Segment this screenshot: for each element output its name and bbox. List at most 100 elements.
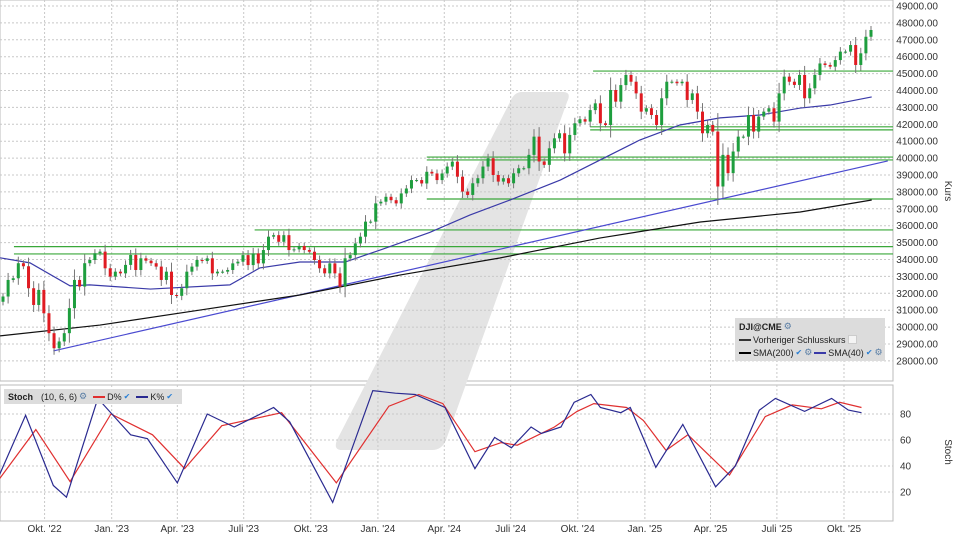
stoch-title: Stoch <box>8 391 34 402</box>
candle-body <box>501 178 505 182</box>
candle-body <box>292 249 296 251</box>
candle-body <box>772 108 776 122</box>
candle-body <box>282 235 286 242</box>
candle-body <box>695 93 699 112</box>
candle <box>772 102 776 128</box>
k-checkbox[interactable]: ✔ <box>166 392 174 401</box>
candle <box>558 129 562 142</box>
candle-body <box>134 254 138 270</box>
x-tick-label: Okt. '24 <box>561 524 596 535</box>
candle-body <box>277 235 281 242</box>
candle <box>267 230 271 257</box>
stoch-settings-icon[interactable]: ⚙ <box>79 391 88 401</box>
candle-body <box>195 260 199 267</box>
candle <box>466 188 470 198</box>
x-tick-label: Jan. '24 <box>361 524 396 535</box>
sma200-line <box>0 199 872 337</box>
candle <box>787 73 791 86</box>
candle-body <box>542 161 546 165</box>
candle <box>282 231 286 246</box>
candle-body <box>312 251 316 261</box>
sma200-checkbox[interactable]: ✔ <box>795 348 803 357</box>
candle-body <box>455 161 459 177</box>
candle-body <box>461 176 465 192</box>
sma40-settings-icon[interactable]: ⚙ <box>874 347 883 357</box>
candle <box>236 259 240 266</box>
candle-body <box>37 289 41 305</box>
sma40-checkbox[interactable]: ✔ <box>865 348 873 357</box>
candle-body <box>430 171 434 174</box>
candle-body <box>522 168 526 170</box>
stoch-params: (10, 6, 6) <box>41 391 78 402</box>
candle <box>445 162 449 178</box>
candle-body <box>762 111 766 117</box>
candle <box>256 248 260 269</box>
candle-body <box>757 116 761 132</box>
candle <box>16 256 20 285</box>
x-tick-label: Okt. '22 <box>27 524 62 535</box>
price-tick-label: 35000.00 <box>896 238 938 249</box>
candle <box>598 95 602 132</box>
candle-body <box>843 51 847 53</box>
candle <box>113 268 117 281</box>
candle <box>736 130 740 158</box>
candle <box>757 109 761 139</box>
candle <box>169 262 173 305</box>
candle <box>139 252 143 276</box>
candle-body <box>838 51 842 61</box>
candle <box>680 79 684 86</box>
candle-body <box>476 178 480 184</box>
candle-body <box>537 136 541 162</box>
dashed-line-swatch-icon <box>739 338 751 341</box>
candle-body <box>267 236 271 251</box>
candle <box>261 244 265 270</box>
candle-body <box>655 115 659 125</box>
candle-body <box>221 271 225 273</box>
sma200-settings-icon[interactable]: ⚙ <box>804 347 813 357</box>
price-tick-label: 42000.00 <box>896 120 938 131</box>
candle-body <box>512 173 516 184</box>
legend-symbol: DJI@CME <box>739 321 782 332</box>
candle <box>578 115 582 127</box>
candle <box>134 248 138 277</box>
candle-body <box>721 154 725 187</box>
candle <box>706 120 710 138</box>
candle <box>384 193 388 206</box>
candle-body <box>190 266 194 272</box>
stoch-axis-title: Stoch <box>942 439 953 465</box>
candle-body <box>609 89 613 125</box>
candle <box>629 70 633 86</box>
candle-body <box>644 108 648 112</box>
candle <box>231 259 235 274</box>
candle <box>869 25 873 41</box>
candle <box>333 258 337 279</box>
candle <box>93 249 97 265</box>
candle-body <box>481 166 485 179</box>
candle-body <box>62 333 66 342</box>
candle-body <box>169 271 173 295</box>
candle <box>752 108 756 139</box>
candle <box>42 280 46 323</box>
candle <box>471 177 475 201</box>
stoch-k-line <box>0 389 862 504</box>
candle <box>813 68 817 95</box>
candle-body <box>353 243 357 256</box>
d-checkbox[interactable]: ✔ <box>123 392 131 401</box>
candle-body <box>440 173 444 181</box>
candle-body <box>445 166 449 174</box>
settings-icon[interactable]: ⚙ <box>783 321 792 331</box>
candle-body <box>639 93 643 112</box>
candle <box>568 127 572 161</box>
candle <box>614 84 618 108</box>
legend-d: D% <box>107 391 122 402</box>
candle <box>639 85 643 120</box>
candle-body <box>42 289 46 314</box>
prev-close-checkbox[interactable] <box>847 335 857 344</box>
candle-body <box>767 108 771 112</box>
candle-body <box>384 196 388 202</box>
candle <box>409 175 413 194</box>
candle <box>435 169 439 185</box>
candle-body <box>241 255 245 262</box>
candle-body <box>598 103 602 124</box>
candle-body <box>859 53 863 65</box>
